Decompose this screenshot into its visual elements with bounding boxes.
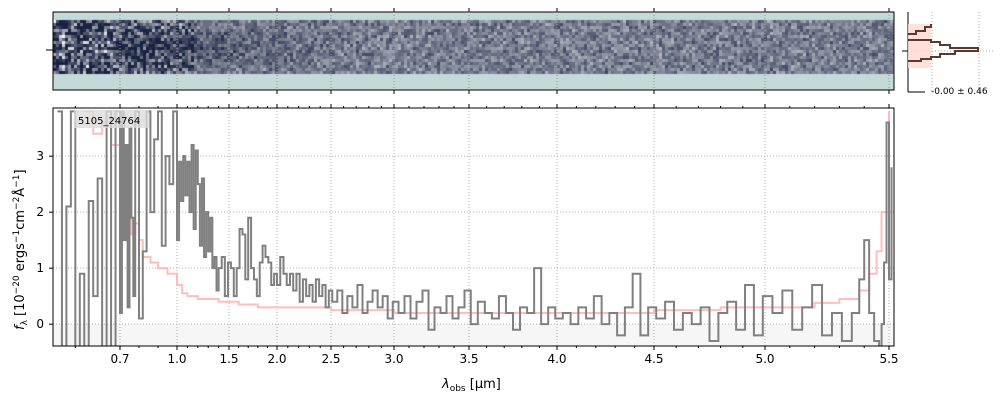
x-axis-label-symbol: λ xyxy=(441,377,450,392)
object-label-box xyxy=(74,110,149,128)
x-tick-label: 1.5 xyxy=(219,352,238,366)
y-tick-label: 2 xyxy=(36,205,44,219)
hist-step-line xyxy=(908,24,979,62)
x-tick-label: 2.5 xyxy=(321,352,340,366)
y-tick-label: 0 xyxy=(36,317,44,331)
data-spectrum-line xyxy=(57,110,893,346)
histogram-panel: -0.00 ± 0.46 xyxy=(902,12,995,97)
object-label: 5105_24764 xyxy=(78,116,140,127)
y-tick-label: 3 xyxy=(36,149,44,163)
2d-spectrum-image xyxy=(53,12,894,90)
x-tick-label: 3.5 xyxy=(459,352,478,366)
negative-flux-band xyxy=(53,324,894,346)
x-tick-label: 5.5 xyxy=(879,352,898,366)
y-axis-label: fλ [10−20 ergs−1cm−2Å−1] xyxy=(12,169,30,330)
x-tick-label: 1.0 xyxy=(167,352,186,366)
x-tick-label: 3.0 xyxy=(384,352,403,366)
x-tick-label: 0.7 xyxy=(110,352,129,366)
x-tick-label: 4.0 xyxy=(547,352,566,366)
x-axis-label: λobs [μm] xyxy=(441,377,501,394)
x-axis-label-unit: [μm] xyxy=(466,377,501,392)
x-tick-label: 2.0 xyxy=(267,352,286,366)
y-tick-label: 1 xyxy=(36,261,44,275)
x-axis-label-subscript: obs xyxy=(450,384,466,394)
image-panel-frame xyxy=(52,11,895,91)
hist-stat-label: -0.00 ± 0.46 xyxy=(931,87,988,97)
image-panel-xticks xyxy=(119,8,890,94)
main-panel-frame xyxy=(52,107,895,347)
axis-ticks: 0.7 1.0 1.5 2.0 2.5 3.0 3.5 4.0 4.5 5.0 5.5 0 1 2 3 xyxy=(36,104,899,366)
x-tick-label: 4.5 xyxy=(644,352,663,366)
x-tick-label: 5.0 xyxy=(755,352,774,366)
